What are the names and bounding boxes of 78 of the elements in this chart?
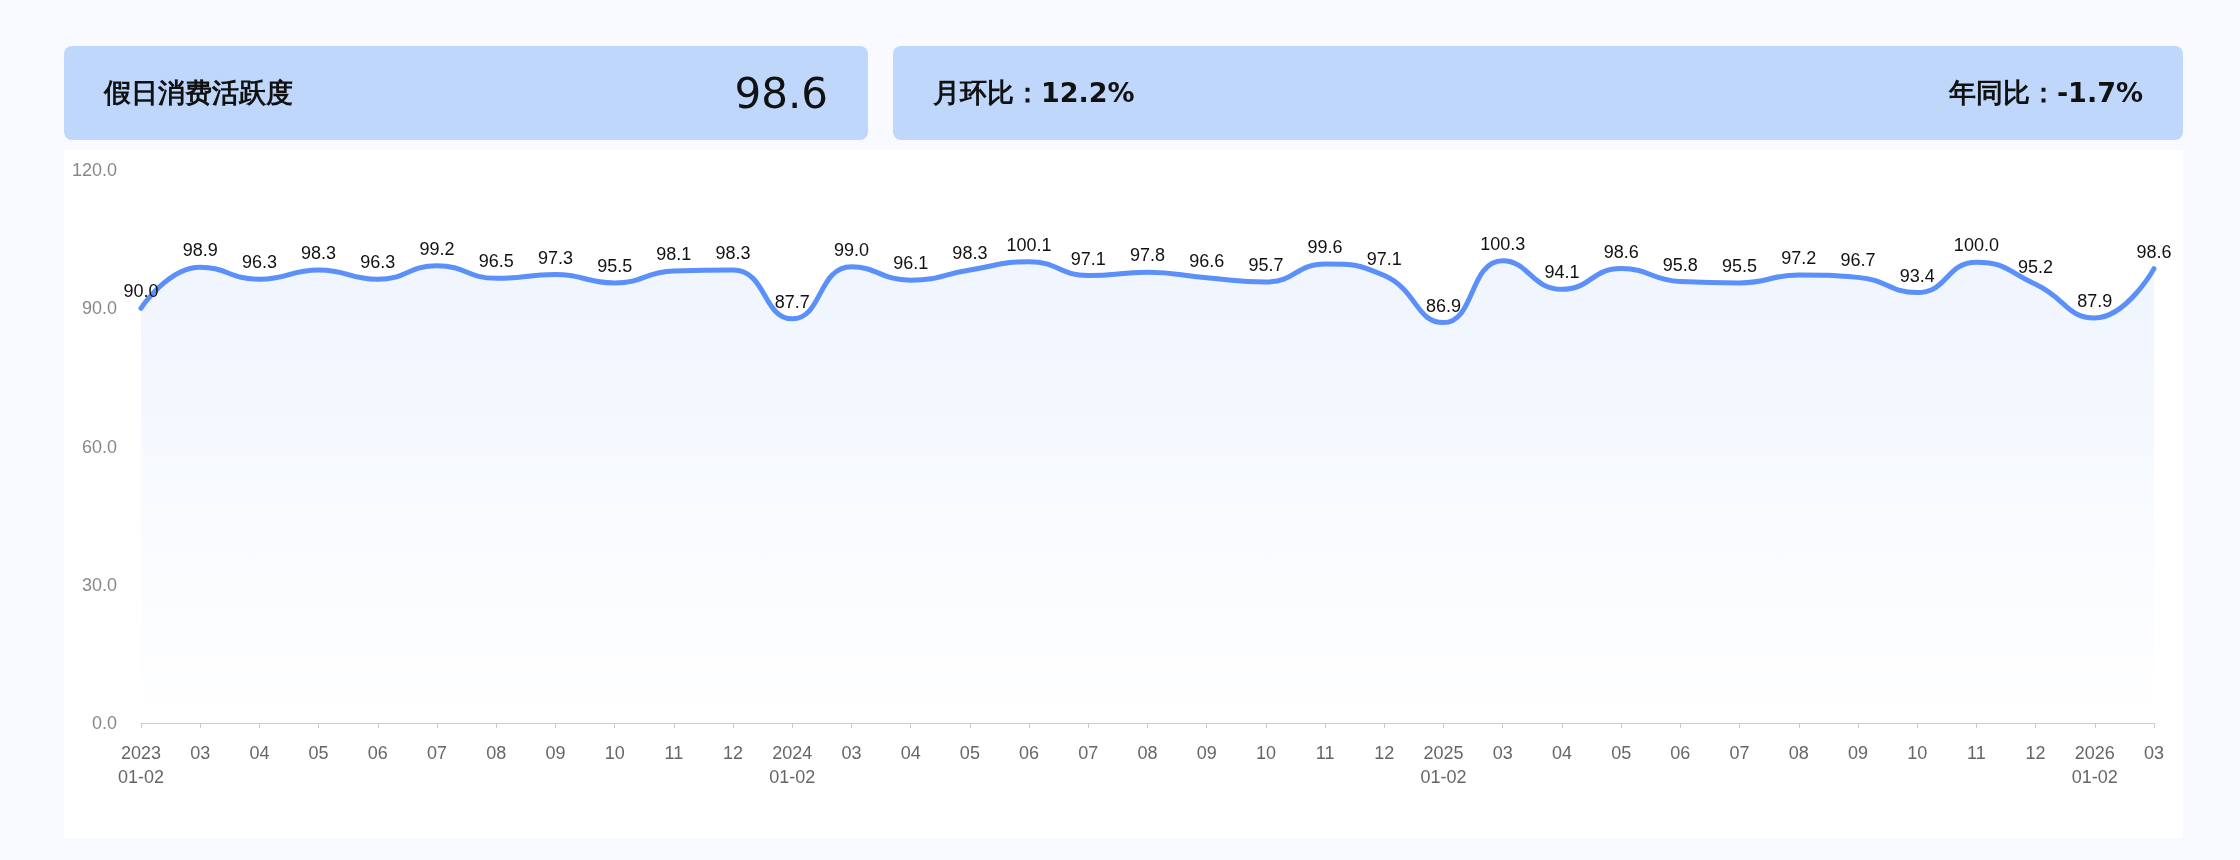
data-label: 95.2	[2018, 257, 2054, 278]
x-tick-label: 07	[427, 743, 448, 763]
data-label: 95.5	[597, 255, 633, 276]
x-tick-label: 04	[900, 743, 921, 763]
x-tick-label: 03	[1492, 743, 1513, 763]
data-label: 100.3	[1480, 233, 1526, 254]
x-tick-label: 12	[1374, 743, 1395, 763]
y-tick-label: 0.0	[91, 713, 117, 733]
data-label: 98.3	[715, 243, 751, 263]
x-tick-label: 09	[1847, 743, 1868, 763]
data-label: 100.1	[1006, 234, 1052, 255]
x-tick-label: 09	[545, 743, 566, 763]
data-label: 96.7	[1840, 250, 1876, 271]
x-tick-label: 11	[1967, 743, 1986, 763]
x-tick-label: 09	[1196, 743, 1217, 763]
y-tick-label: 60.0	[81, 436, 117, 457]
data-label: 99.2	[419, 238, 455, 259]
x-tick-label: 07	[1078, 743, 1099, 763]
text: 月环比：12.2%	[933, 76, 1135, 110]
data-label: 96.3	[360, 252, 396, 273]
data-label: 97.1	[1070, 248, 1106, 269]
data-label: 99.6	[1307, 237, 1343, 258]
x-tick-label: 04	[1551, 743, 1572, 763]
x-tick-label: 12	[723, 743, 744, 763]
data-label: 96.5	[478, 251, 514, 272]
data-label: 95.7	[1248, 254, 1284, 275]
y-tick-label: 90.0	[81, 298, 117, 319]
data-label: 86.9	[1426, 295, 1462, 316]
data-label: 98.3	[952, 243, 988, 263]
data-label: 87.9	[2077, 290, 2113, 311]
y-tick-label: 120.0	[71, 160, 117, 180]
data-label: 100.0	[1953, 235, 1999, 256]
x-tick-label: 11	[664, 743, 684, 763]
data-label: 96.1	[893, 253, 929, 274]
x-tick-label: 11	[1315, 743, 1335, 763]
x-tick-label: 06	[367, 743, 388, 763]
data-label: 95.8	[1662, 254, 1698, 275]
x-tick-label: 03	[2143, 743, 2165, 763]
x-tick-label: 08	[486, 743, 507, 763]
data-label: 98.6	[2136, 241, 2172, 262]
y-tick-label: 30.0	[81, 574, 117, 595]
data-label: 98.6	[1603, 241, 1639, 262]
x-tick-label: 05	[308, 743, 329, 763]
x-tick-label: 05	[1611, 743, 1632, 763]
x-tick-label: 06	[1670, 743, 1691, 763]
data-label: 96.6	[1189, 250, 1225, 271]
x-tick-label: 10	[1907, 743, 1928, 763]
x-tick-label: 2026 01-02	[2071, 743, 2118, 787]
data-label: 87.7	[774, 291, 810, 312]
data-label: 97.8	[1129, 245, 1166, 266]
x-tick-label: 03	[190, 743, 211, 763]
x-tick-label: 2024 01-02	[769, 743, 816, 787]
data-label: 97.3	[537, 247, 573, 268]
x-tick-label: 12	[2025, 743, 2046, 763]
x-tick-label: 2025 01-02	[1420, 743, 1467, 787]
chart-title: 假日消费活跃度	[104, 76, 293, 110]
data-label: 98.3	[301, 243, 337, 263]
x-tick-label: 05	[959, 743, 980, 763]
data-label: 97.2	[1781, 248, 1817, 269]
data-label: 93.4	[1899, 265, 1935, 286]
x-tick-label: 04	[249, 743, 270, 763]
data-label: 97.1	[1366, 248, 1402, 269]
x-tick-label: 07	[1729, 743, 1750, 763]
data-label: 96.3	[241, 252, 277, 273]
x-tick-label: 10	[1255, 743, 1276, 763]
x-tick-label: 08	[1788, 743, 1809, 763]
data-label: 98.9	[182, 240, 218, 261]
text: 年同比：-1.7%	[1948, 76, 2143, 110]
x-tick-label: 06	[1019, 743, 1040, 763]
data-label: 95.5	[1722, 255, 1758, 276]
text: 98.6	[734, 68, 828, 118]
x-tick-label: 03	[841, 743, 862, 763]
x-tick-label: 2023 01-02	[117, 743, 165, 787]
data-label: 98.1	[656, 243, 692, 264]
data-label: 99.0	[833, 239, 869, 260]
data-label: 94.1	[1544, 262, 1580, 283]
x-tick-label: 08	[1137, 743, 1158, 763]
x-tick-label: 10	[604, 743, 625, 763]
